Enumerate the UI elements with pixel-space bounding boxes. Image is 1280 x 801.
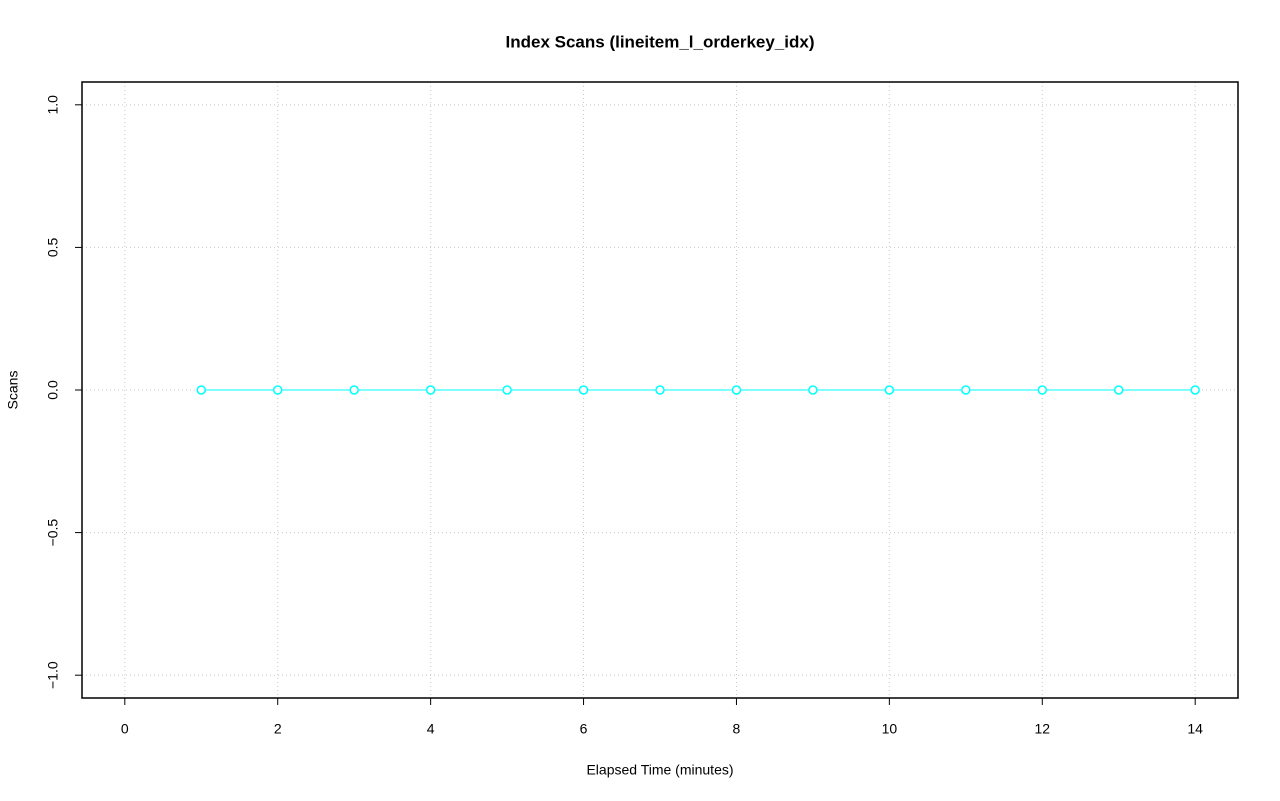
x-tick-label: 12 [1034,721,1050,737]
plot-frame [81,81,1239,699]
data-point [578,385,589,395]
data-point [349,385,359,395]
chart-title: Index Scans (lineitem_l_orderkey_idx) [506,32,815,51]
data-point [425,385,436,395]
x-tick-label: 0 [121,721,129,737]
data-point [196,385,207,395]
x-tick-label: 10 [882,721,898,737]
y-tick-label: 0.5 [45,237,61,257]
y-tick-label: −1.0 [45,661,61,689]
x-tick-label: 14 [1187,721,1203,737]
x-tick-label: 8 [733,721,741,737]
x-tick-label: 4 [427,721,435,737]
y-axis-label: Scans [5,371,21,410]
data-point [1113,385,1124,395]
data-point [1190,385,1200,395]
data-point [731,385,742,395]
y-tick-label: 0.0 [45,380,61,400]
x-tick-label: 6 [580,721,588,737]
data-point [961,385,971,395]
data-point [808,385,818,395]
data-point [272,385,283,395]
x-tick-label: 2 [274,721,282,737]
x-axis-label: Elapsed Time (minutes) [586,762,733,778]
data-point [884,385,895,395]
data-point [655,385,665,395]
y-tick-label: 1.0 [45,95,61,115]
data-point [1037,385,1048,395]
y-tick-label: −0.5 [45,519,61,547]
data-point [502,385,512,395]
